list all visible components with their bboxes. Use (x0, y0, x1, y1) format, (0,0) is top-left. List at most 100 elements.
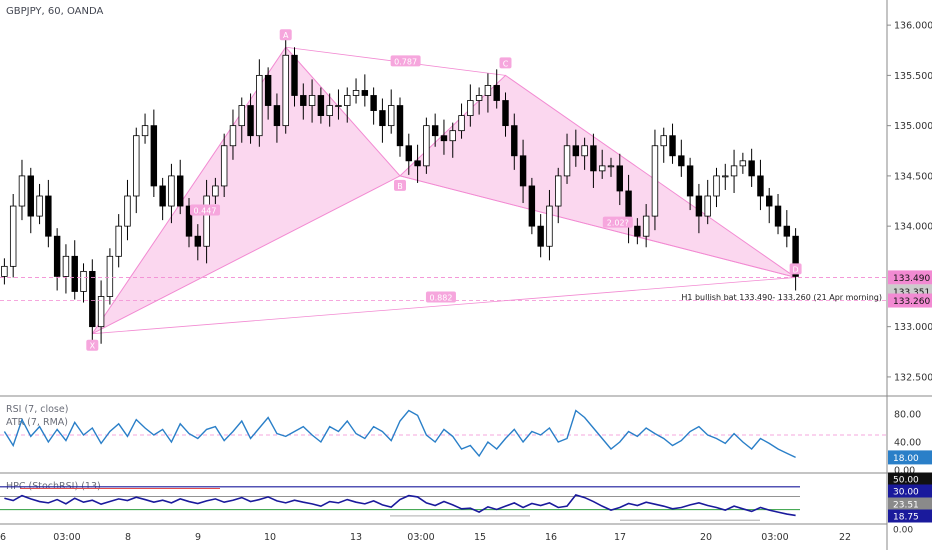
candle-body-64 (563, 145, 571, 177)
candle-body-86 (757, 175, 764, 197)
hpc-tick-2: 23.51 (893, 501, 919, 511)
candle-body-45 (396, 105, 404, 147)
candle-body-20 (177, 175, 184, 207)
candle-body-80 (704, 195, 711, 217)
candle-body-13 (115, 225, 122, 257)
candle-body-61 (537, 225, 544, 247)
candle-body-52 (458, 115, 465, 132)
candle-body-82 (722, 175, 729, 178)
candle-body-30 (264, 74, 272, 106)
candle-body-59 (519, 155, 527, 187)
candle-body-87 (766, 195, 773, 207)
hpc-tag-box-0 (888, 472, 932, 486)
candle-body-27 (238, 105, 245, 127)
candle-body-77 (678, 155, 685, 167)
candle-body-50 (440, 135, 448, 142)
pattern-point-box-B (394, 179, 406, 191)
candle-body-62 (546, 205, 553, 247)
pattern-ratio-box-2 (602, 216, 633, 228)
pattern-ratio-box-3 (425, 291, 456, 303)
hpc-line (4, 494, 796, 517)
pattern-point-X: X (90, 342, 96, 351)
hpc-tick-0: 50.00 (893, 476, 919, 486)
candle-body-58 (511, 125, 518, 157)
rsi-last-box (888, 450, 932, 465)
candle-body-48 (423, 125, 430, 167)
price-tag-1: 133.351 (893, 288, 930, 298)
price-tick-label-4: 134.000 (894, 222, 932, 233)
pattern-triangle-xab (91, 46, 401, 335)
time-tick-5: 13 (350, 532, 362, 543)
candle-body-78 (686, 165, 694, 197)
pattern-ratio-3: 0.882 (430, 294, 453, 303)
candle-body-22 (194, 235, 202, 247)
price-tag-0: 133.490 (893, 274, 930, 284)
candle-body-4 (36, 195, 43, 217)
rsi-tick-2: 0.00 (894, 466, 915, 477)
candle-body-81 (713, 175, 720, 197)
candle-body-75 (660, 135, 667, 147)
candle-body-7 (62, 255, 70, 277)
time-tick-7: 15 (474, 532, 486, 543)
time-tick-0: 6 (0, 532, 6, 543)
pattern-ratio-box-1 (390, 55, 421, 67)
time-tick-11: 03:00 (761, 532, 788, 543)
rsi-line (3, 409, 796, 459)
rsi-tick-0: 80.00 (894, 410, 921, 421)
candle-body-57 (502, 100, 509, 127)
candle-body-39 (344, 95, 351, 106)
pattern-point-box-C (499, 57, 512, 69)
candle-body-1 (9, 205, 17, 267)
price-axis: 136.000 135.500 135.000 134.500 134.000 133.0… (887, 21, 932, 383)
price-tick-label-1: 135.500 (894, 71, 932, 82)
harmonic-pattern[interactable] (91, 46, 796, 335)
candle-body-89 (783, 225, 791, 237)
candle-body-49 (431, 125, 439, 137)
candle-body-55 (484, 85, 492, 96)
candle-body-76 (669, 135, 676, 157)
candle-body-67 (590, 145, 597, 172)
pattern-ratio-1: 0.787 (394, 57, 417, 66)
pattern-line-bd (399, 175, 796, 278)
candle-body-46 (405, 145, 413, 162)
hpc-tag-box-2 (888, 497, 932, 511)
candle-body-63 (555, 175, 562, 207)
pattern-point-B: B (397, 182, 403, 191)
candle-body-88 (774, 205, 782, 227)
pattern-point-box-A (279, 29, 292, 41)
pattern-point-box-X (86, 339, 99, 351)
candle-body-12 (106, 255, 114, 297)
time-tick-10: 20 (700, 532, 712, 543)
candle-body-83 (730, 165, 738, 177)
candle-body-26 (229, 125, 237, 147)
candle-body-66 (581, 145, 588, 157)
price-tag-box-2 (888, 293, 932, 308)
candlestick-series (1, 39, 799, 344)
pattern-ratio-box-0 (190, 204, 221, 216)
pattern-labels: X A B C D 0.447 0.787 2.02? 0.882 (86, 29, 802, 351)
time-axis: 6 03:00 8 9 10 13 03:00 15 16 17 20 03:00 22 (0, 532, 851, 543)
pattern-annotation: H1 bullish bat 133.490- 133.260 (21 Apr … (681, 293, 882, 302)
time-tick-8: 16 (545, 532, 557, 543)
rsi-pane[interactable]: RSI (7, close) ATR (7, RMA) 80.00 40.00 0.… (0, 404, 932, 477)
candle-body-2 (18, 175, 26, 207)
candle-body-56 (493, 85, 500, 101)
candle-body-11 (97, 296, 105, 328)
candle-body-69 (607, 165, 615, 168)
candle-body-41 (361, 90, 369, 96)
candle-body-44 (387, 105, 395, 127)
candle-body-40 (352, 90, 360, 96)
candle-body-10 (89, 270, 96, 328)
candle-body-74 (651, 145, 659, 217)
hpc-pane[interactable]: HPC (StochRSI) (13) 50.0030.0023.5118.75… (0, 472, 932, 536)
candle-body-25 (220, 145, 228, 187)
candle-body-14 (124, 195, 131, 227)
candle-body-53 (467, 100, 474, 116)
price-tick-label-6: 132.500 (894, 372, 932, 383)
candle-body-19 (168, 175, 175, 207)
candle-body-60 (528, 185, 536, 227)
candle-body-38 (335, 105, 342, 107)
price-tick-label-5: 133.000 (894, 322, 932, 333)
